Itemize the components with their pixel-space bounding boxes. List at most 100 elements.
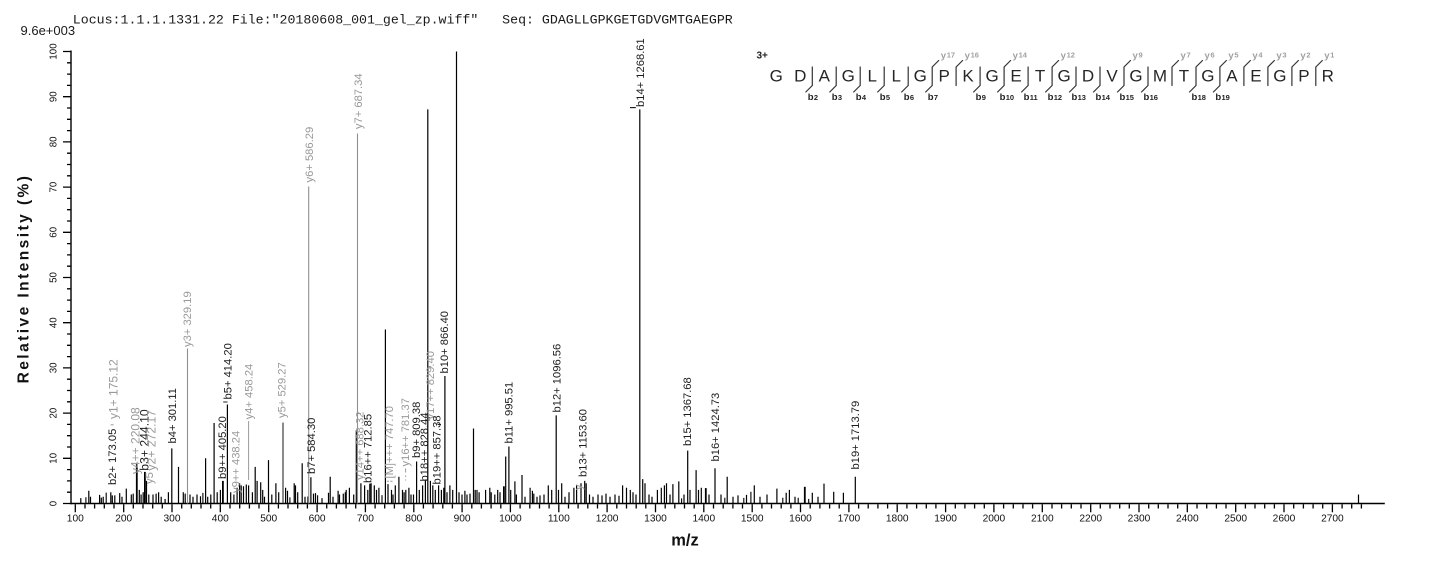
svg-text:b9++ 405.20: b9++ 405.20 — [217, 416, 229, 479]
svg-text:y1: y1 — [1324, 50, 1334, 61]
svg-text:y14++ 688.32: y14++ 688.32 — [354, 412, 366, 480]
svg-text:E: E — [1010, 67, 1021, 86]
svg-text:y3+ 329.19: y3+ 329.19 — [182, 291, 194, 347]
svg-text:2300: 2300 — [1128, 514, 1151, 525]
svg-text:b4+ 301.11: b4+ 301.11 — [167, 388, 179, 443]
svg-text:T: T — [1035, 67, 1045, 86]
svg-text:y5: y5 — [144, 472, 156, 484]
svg-text:500: 500 — [260, 514, 277, 525]
svg-text:L: L — [867, 67, 876, 86]
svg-text:G: G — [1129, 67, 1142, 86]
svg-text:b15+ 1367.68: b15+ 1367.68 — [682, 377, 694, 446]
svg-text:A: A — [819, 67, 831, 86]
svg-text:1800: 1800 — [886, 514, 909, 525]
svg-text:y17++ 829.40: y17++ 829.40 — [425, 351, 437, 419]
svg-text:y: y — [573, 484, 585, 490]
svg-text:E: E — [1250, 67, 1261, 86]
svg-text:2400: 2400 — [1176, 514, 1199, 525]
svg-text:G: G — [1273, 67, 1286, 86]
svg-text:y4: y4 — [1252, 50, 1263, 61]
svg-text:2000: 2000 — [983, 514, 1006, 525]
svg-text:y16: y16 — [965, 50, 979, 61]
svg-text:y2+ 272.17: y2+ 272.17 — [145, 410, 159, 471]
svg-text:y1+ 175.12: y1+ 175.12 — [107, 359, 121, 419]
svg-text:V: V — [1106, 67, 1118, 86]
svg-text:y5+ 529.27: y5+ 529.27 — [277, 362, 289, 418]
svg-text:b7+ 584.30: b7+ 584.30 — [306, 418, 318, 474]
svg-text:P: P — [1298, 67, 1309, 86]
svg-text:G: G — [1057, 67, 1070, 86]
svg-text:2200: 2200 — [1079, 514, 1102, 525]
svg-text:b4: b4 — [856, 92, 867, 103]
svg-text:1300: 1300 — [644, 514, 667, 525]
svg-text:b14: b14 — [1096, 92, 1111, 103]
svg-text:Locus:1.1.1.1331.22 File:"2018: Locus:1.1.1.1331.22 File:"20180608_001_g… — [73, 12, 733, 27]
svg-text:50: 50 — [49, 272, 60, 283]
svg-text:b7: b7 — [928, 92, 938, 103]
svg-text:1100: 1100 — [548, 514, 570, 525]
svg-text:y17: y17 — [941, 50, 955, 61]
svg-text:y6: y6 — [1205, 50, 1215, 61]
svg-text:b5+ 414.20: b5+ 414.20 — [223, 343, 235, 399]
svg-text:[M]+++ 747.70: [M]+++ 747.70 — [384, 406, 396, 478]
svg-text:700: 700 — [357, 514, 374, 525]
svg-text:b19: b19 — [1215, 92, 1229, 103]
svg-text:200: 200 — [115, 514, 132, 525]
svg-text:9.6e+003: 9.6e+003 — [21, 23, 76, 38]
svg-text:b16++ 712.85: b16++ 712.85 — [363, 414, 375, 483]
svg-text:b6: b6 — [904, 92, 914, 103]
svg-text:1700: 1700 — [838, 514, 861, 525]
svg-text:b19+ 1713.79: b19+ 1713.79 — [850, 401, 862, 470]
svg-text:R: R — [1322, 67, 1334, 86]
svg-text:M: M — [1153, 67, 1167, 86]
svg-text:A: A — [1226, 67, 1238, 86]
svg-text:60: 60 — [49, 226, 60, 237]
svg-text:b11: b11 — [1024, 92, 1038, 103]
svg-text:y16++ 781.37: y16++ 781.37 — [400, 398, 412, 466]
svg-text:y4++ 220.08: y4++ 220.08 — [129, 407, 143, 474]
svg-text:K: K — [962, 67, 974, 86]
svg-text:b2: b2 — [808, 92, 818, 103]
svg-text:0: 0 — [49, 500, 60, 506]
svg-text:G: G — [770, 67, 783, 86]
svg-text:b16: b16 — [1144, 92, 1158, 103]
svg-text:y4+ 458.24: y4+ 458.24 — [243, 364, 255, 420]
svg-text:b2+ 173.05: b2+ 173.05 — [107, 429, 119, 485]
svg-text:G: G — [914, 67, 927, 86]
svg-text:y12: y12 — [1061, 50, 1075, 61]
svg-text:1200: 1200 — [596, 514, 619, 525]
svg-text:D: D — [794, 67, 806, 86]
svg-text:G: G — [1201, 67, 1214, 86]
svg-text:300: 300 — [164, 514, 181, 525]
svg-text:b18: b18 — [1192, 92, 1206, 103]
svg-text:b10: b10 — [1000, 92, 1014, 103]
svg-text:P: P — [939, 67, 950, 86]
svg-text:y7+ 687.34: y7+ 687.34 — [353, 73, 365, 129]
svg-text:y3: y3 — [1276, 50, 1286, 61]
svg-text:L: L — [891, 67, 900, 86]
svg-text:1400: 1400 — [692, 514, 715, 525]
svg-text:800: 800 — [405, 514, 422, 525]
svg-text:y9: y9 — [1133, 50, 1143, 61]
svg-text:400: 400 — [212, 514, 229, 525]
svg-text:2600: 2600 — [1273, 514, 1296, 525]
svg-text:Relative Intensity (%): Relative Intensity (%) — [16, 174, 33, 384]
svg-text:40: 40 — [49, 317, 60, 328]
svg-text:80: 80 — [49, 136, 60, 147]
svg-text:100: 100 — [49, 43, 60, 60]
svg-text:b18++ 828.44: b18++ 828.44 — [419, 412, 431, 481]
svg-text:1000: 1000 — [499, 514, 522, 525]
svg-text:b3: b3 — [832, 92, 842, 103]
svg-text:b13+ 1153.60: b13+ 1153.60 — [577, 409, 589, 477]
svg-text:1500: 1500 — [741, 514, 764, 525]
svg-text:b5: b5 — [880, 92, 890, 103]
svg-text:10: 10 — [49, 452, 60, 463]
svg-text:b16+ 1424.73: b16+ 1424.73 — [710, 393, 722, 462]
svg-text:2700: 2700 — [1321, 514, 1344, 525]
svg-text:m/z: m/z — [671, 532, 699, 550]
svg-text:y2: y2 — [1300, 50, 1310, 61]
svg-text:900: 900 — [454, 514, 471, 525]
svg-text:3+: 3+ — [757, 51, 769, 62]
svg-text:70: 70 — [49, 181, 60, 192]
svg-text:G: G — [842, 67, 855, 86]
